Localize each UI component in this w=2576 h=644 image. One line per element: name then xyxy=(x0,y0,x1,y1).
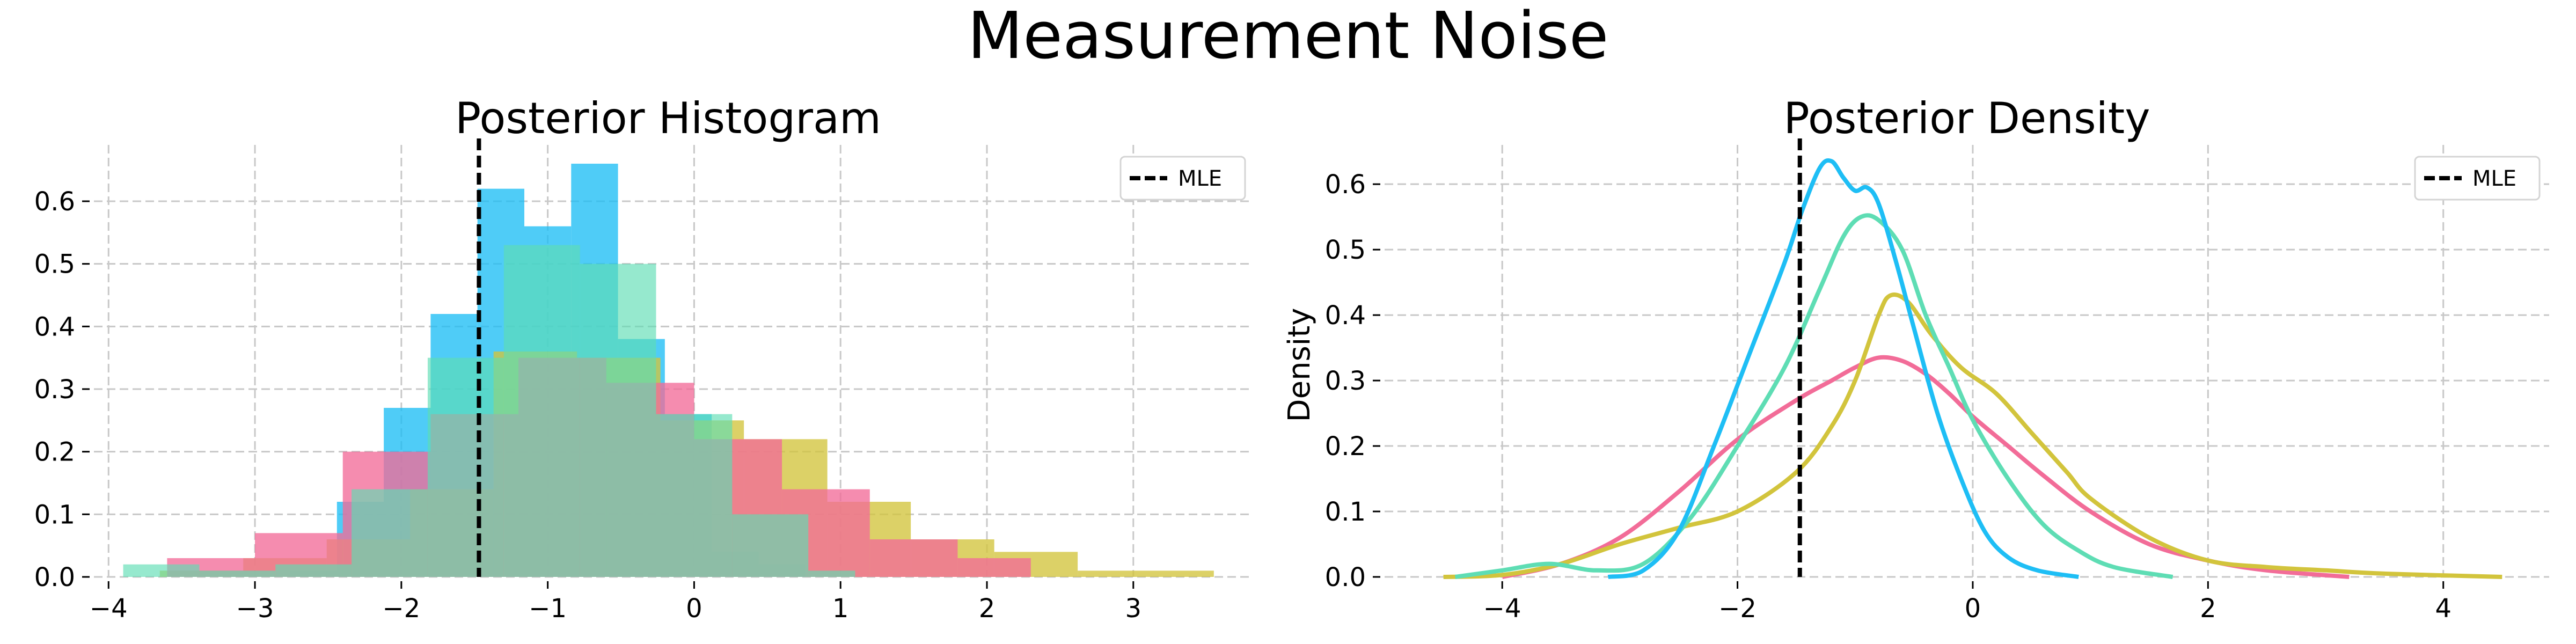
x-tick-label: 0 xyxy=(1965,594,1981,624)
y-tick-label: 0.1 xyxy=(1325,497,1366,527)
y-tick-label: 0.6 xyxy=(34,187,75,217)
y-tick-label: 0.2 xyxy=(1325,431,1366,462)
x-tick-label: −1 xyxy=(529,594,567,624)
histogram-bar xyxy=(503,245,580,577)
histogram-bar xyxy=(580,264,656,577)
legend-mle-label: MLE xyxy=(2472,166,2516,191)
y-tick-label: 0.0 xyxy=(34,562,75,592)
y-tick-label: 0.6 xyxy=(1325,170,1366,200)
histogram-bar xyxy=(123,564,200,577)
density-curve xyxy=(1443,292,2502,579)
y-tick-label: 0.3 xyxy=(1325,366,1366,396)
histogram-bar xyxy=(352,489,428,577)
y-tick-label: 0.3 xyxy=(34,375,75,405)
histogram-y-ticks: 0.0 0.1 0.2 0.3 0.4 0.5 0.6 xyxy=(34,187,90,592)
histogram-bar xyxy=(199,570,276,577)
histogram-panel: Posterior Histogram −4 −3 −2 −1 0 1 2 3 0.00.10… xyxy=(34,93,1250,624)
y-tick-label: 0.1 xyxy=(34,500,75,530)
density-curve xyxy=(1607,158,2079,579)
figure-title: Measurement Noise xyxy=(968,0,1609,74)
histogram-bars xyxy=(123,164,1214,577)
y-tick-label: 0.2 xyxy=(34,437,75,467)
histogram-legend: MLE xyxy=(1119,156,1246,201)
y-tick-label: 0.0 xyxy=(1325,562,1366,592)
histogram-bar xyxy=(1078,570,1214,577)
x-tick-label: −4 xyxy=(1483,594,1521,624)
density-grid xyxy=(1385,145,2549,578)
x-tick-label: −4 xyxy=(90,594,128,624)
histogram-title: Posterior Histogram xyxy=(455,93,881,143)
histogram-x-ticks: −4 −3 −2 −1 0 1 2 3 xyxy=(90,581,1141,624)
y-tick-label: 0.5 xyxy=(34,250,75,280)
x-tick-label: 2 xyxy=(979,594,996,624)
density-y-ticks: 0.0 0.1 0.2 0.3 0.4 0.5 0.6 xyxy=(1325,170,1380,592)
histogram-bar xyxy=(732,514,809,577)
density-y-axis-label: Density xyxy=(1282,308,1317,422)
density-title: Posterior Density xyxy=(1783,93,2150,143)
histogram-grid xyxy=(94,145,1250,578)
histogram-bar xyxy=(808,570,855,577)
density-x-ticks: −4 −2 0 2 4 xyxy=(1483,581,2451,624)
density-curve xyxy=(1454,213,2174,579)
legend-mle-label: MLE xyxy=(1178,166,1222,191)
histogram-bar xyxy=(427,357,504,577)
x-tick-label: 3 xyxy=(1125,594,1141,624)
y-tick-label: 0.4 xyxy=(34,312,75,342)
x-tick-label: 0 xyxy=(686,594,702,624)
x-tick-label: −2 xyxy=(1718,594,1757,624)
x-tick-label: 1 xyxy=(832,594,849,624)
histogram-bar xyxy=(869,539,958,577)
x-tick-label: −2 xyxy=(382,594,420,624)
histogram-bar xyxy=(275,564,352,577)
histogram-bar xyxy=(957,558,1031,577)
histogram-series xyxy=(123,245,855,577)
x-tick-label: −3 xyxy=(236,594,274,624)
density-curve xyxy=(1502,355,2350,579)
histogram-bar xyxy=(656,414,733,577)
y-tick-label: 0.5 xyxy=(1325,235,1366,265)
legend-box xyxy=(1119,156,1246,201)
y-tick-label: 0.4 xyxy=(1325,301,1366,331)
density-curves xyxy=(1443,158,2502,579)
legend-box xyxy=(2414,156,2541,201)
density-legend: MLE xyxy=(2414,156,2541,201)
x-tick-label: 4 xyxy=(2435,594,2451,624)
density-panel: Posterior Density Density −4 −2 0 2 4 0.0 0.1… xyxy=(1282,93,2549,624)
x-tick-label: 2 xyxy=(2200,594,2216,624)
